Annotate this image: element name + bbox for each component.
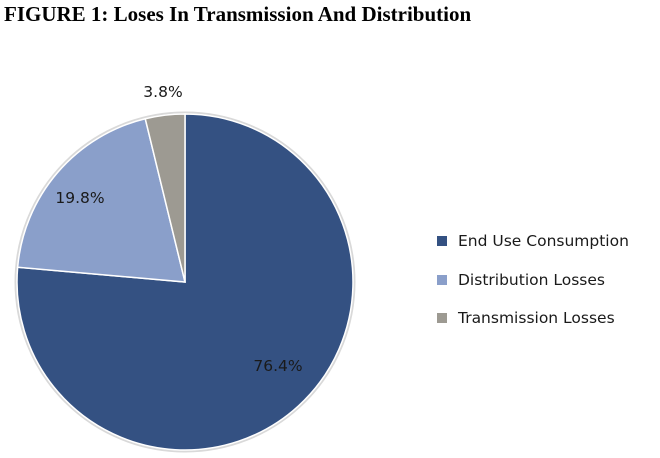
data-label-distribution-losses: 19.8% [55,189,104,207]
legend-item-transmission-losses: Transmission Losses [437,308,629,328]
pie-outline [14,111,356,453]
pie-slice-end-use-consumption [16,113,354,451]
legend-label-transmission-losses: Transmission Losses [458,309,615,327]
legend-item-distribution-losses: Distribution Losses [437,270,629,290]
figure-title: FIGURE 1: Loses In Transmission And Dist… [4,2,472,26]
legend-swatch-distribution-losses [437,274,447,285]
pie-slices [16,113,354,451]
pie-slice-transmission-losses [144,113,186,283]
legend-item-end-use-consumption: End Use Consumption [437,231,629,251]
legend-swatch-transmission-losses [437,313,447,323]
legend-swatch-end-use-consumption [437,236,447,246]
legend-label-end-use-consumption: End Use Consumption [458,232,629,250]
pie-slice-distribution-losses [16,117,186,283]
data-label-end-use-consumption: 76.4% [253,357,302,375]
pie-data-labels: 76.4% 19.8% 3.8% [55,83,302,375]
legend-label-distribution-losses: Distribution Losses [458,270,605,289]
chart-legend: End Use Consumption Distribution Losses Tr… [437,231,629,347]
data-label-transmission-losses: 3.8% [143,83,182,101]
